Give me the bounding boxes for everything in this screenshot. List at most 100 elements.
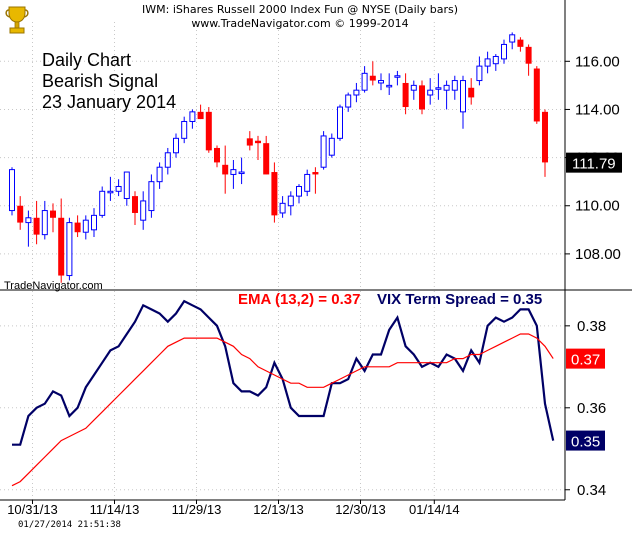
candle-body bbox=[246, 138, 253, 146]
candle-body bbox=[9, 169, 15, 212]
candle-body bbox=[156, 166, 163, 183]
vix-term-spread-line bbox=[12, 299, 555, 446]
candle bbox=[337, 104, 343, 141]
candle bbox=[230, 160, 237, 189]
candle-body bbox=[74, 222, 81, 233]
candle bbox=[41, 200, 48, 240]
candle bbox=[402, 73, 409, 115]
candle bbox=[17, 196, 24, 230]
candle-body bbox=[353, 89, 360, 96]
ema-value-badge bbox=[566, 348, 605, 369]
candle-body bbox=[542, 111, 548, 163]
candle-body bbox=[25, 217, 32, 224]
candle bbox=[394, 70, 401, 86]
candle-body bbox=[50, 210, 56, 218]
candle-body bbox=[91, 214, 97, 231]
candle-body bbox=[460, 80, 466, 113]
candle-body bbox=[394, 75, 401, 78]
candle-body bbox=[386, 84, 393, 88]
candle-body bbox=[115, 185, 122, 192]
ema-line bbox=[11, 333, 554, 487]
candle bbox=[279, 196, 286, 218]
candle bbox=[74, 215, 81, 238]
candle bbox=[304, 169, 311, 197]
candle bbox=[345, 92, 352, 112]
candle bbox=[419, 80, 425, 115]
candle-body bbox=[533, 68, 540, 122]
y-tick-label: 108.00 bbox=[575, 246, 621, 263]
candle-body bbox=[296, 185, 302, 197]
candle-body bbox=[476, 65, 483, 82]
y-tick-label: 0.34 bbox=[577, 482, 606, 499]
axis-labels: 116.00114.00112.00110.00108.000.380.360.… bbox=[7, 53, 622, 517]
candle bbox=[66, 217, 73, 281]
ema-value-label: 0.37 bbox=[571, 352, 600, 369]
candle bbox=[287, 191, 294, 216]
watermark: TradeNavigator.com bbox=[4, 280, 103, 292]
candle-body bbox=[345, 94, 352, 108]
candle bbox=[91, 208, 97, 238]
y-tick-label: 0.36 bbox=[577, 400, 606, 417]
candle-body bbox=[263, 143, 270, 175]
candle bbox=[492, 54, 499, 71]
candle-body bbox=[320, 135, 327, 168]
candle bbox=[410, 80, 417, 100]
candle bbox=[525, 44, 532, 76]
indicator-lines bbox=[11, 299, 555, 487]
candle-body bbox=[66, 222, 73, 277]
candle bbox=[99, 186, 106, 218]
x-tick-label: 11/14/13 bbox=[90, 502, 140, 517]
last-price-badge bbox=[566, 152, 622, 173]
trophy-logo-icon bbox=[4, 4, 30, 36]
candle-body bbox=[230, 169, 237, 175]
candle-body bbox=[123, 171, 130, 200]
x-tick-label: 12/30/13 bbox=[335, 502, 386, 517]
candle-body bbox=[189, 111, 196, 122]
candle-body bbox=[509, 34, 516, 43]
candle-body bbox=[517, 39, 524, 47]
candle-body bbox=[287, 195, 294, 207]
candle bbox=[378, 73, 384, 91]
candle bbox=[197, 104, 204, 120]
x-tick-label: 10/31/13 bbox=[7, 502, 58, 517]
candle bbox=[181, 116, 188, 144]
candle-body bbox=[197, 111, 204, 120]
candle bbox=[164, 147, 171, 175]
annotation-line: Daily Chart bbox=[42, 50, 132, 70]
candle bbox=[369, 61, 376, 86]
candle-body bbox=[33, 217, 40, 235]
candle-body bbox=[107, 190, 114, 194]
y-tick-label: 0.38 bbox=[577, 318, 606, 335]
candle bbox=[320, 131, 327, 170]
candle bbox=[255, 135, 261, 160]
candle-body bbox=[304, 173, 311, 192]
candle bbox=[484, 51, 491, 74]
candle-body bbox=[181, 120, 188, 139]
candle-body bbox=[279, 202, 286, 214]
candle-body bbox=[205, 111, 212, 151]
vix-label: VIX Term Spread = 0.35 bbox=[377, 291, 543, 308]
candle bbox=[115, 179, 122, 197]
ema-label: EMA (13,2) = 0.37 bbox=[238, 291, 361, 308]
candle bbox=[263, 135, 270, 175]
candle bbox=[476, 56, 483, 86]
chart-frame bbox=[0, 0, 632, 504]
candle bbox=[222, 145, 229, 194]
candle-body bbox=[99, 190, 106, 216]
candle bbox=[468, 78, 475, 105]
candle bbox=[25, 210, 32, 247]
candle bbox=[205, 107, 212, 153]
candle-body bbox=[82, 219, 89, 233]
candle bbox=[542, 109, 548, 177]
candle bbox=[353, 82, 360, 103]
candle bbox=[533, 66, 540, 124]
candle-body bbox=[378, 80, 384, 84]
grid-lines bbox=[0, 22, 565, 500]
candle bbox=[435, 73, 442, 100]
candle bbox=[443, 80, 450, 110]
candle-body bbox=[525, 46, 532, 64]
y-tick-label: 116.00 bbox=[575, 53, 620, 70]
candle-body bbox=[361, 72, 368, 91]
y-tick-label: 110.00 bbox=[575, 198, 620, 215]
